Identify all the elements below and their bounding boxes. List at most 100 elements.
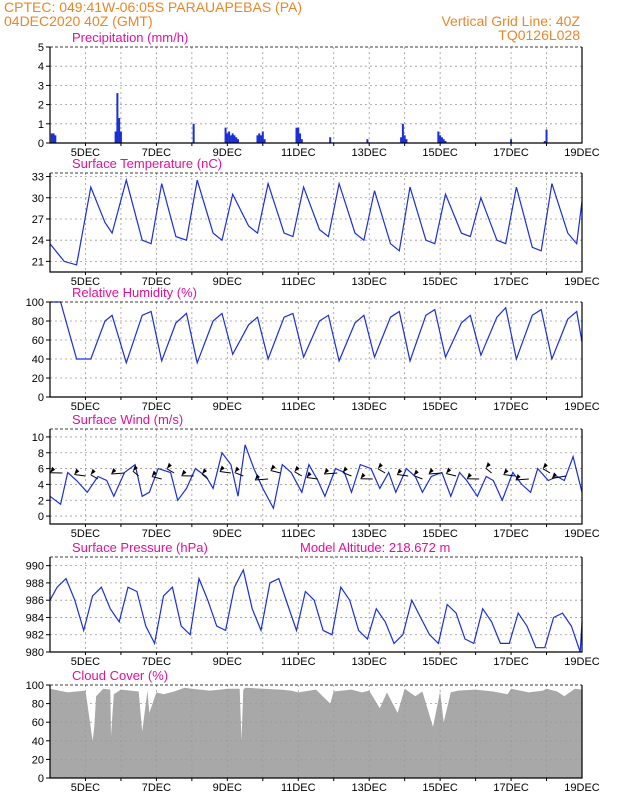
wind-arrow-shaft xyxy=(377,468,386,474)
x-tick-label: 7DEC xyxy=(142,401,171,413)
frame-sides xyxy=(49,302,583,398)
wind-arrow-head xyxy=(360,472,366,479)
x-tick-label: 9DEC xyxy=(213,656,242,668)
wind-arrow-head xyxy=(466,472,472,479)
precip-bar xyxy=(510,139,513,143)
y-tick-label: 982 xyxy=(26,630,44,642)
precip-bar xyxy=(235,137,238,143)
precip-bar xyxy=(116,93,119,143)
wind-arrow-head xyxy=(90,468,96,475)
x-tick-label: 17DEC xyxy=(493,528,529,540)
y-tick-label: 80 xyxy=(32,316,44,328)
wind-arrow-shaft xyxy=(151,475,162,480)
x-tick-label: 15DEC xyxy=(422,782,458,794)
x-tick-label: 19DEC xyxy=(564,656,600,668)
wind-arrow-shaft xyxy=(413,475,423,480)
wind-arrow-head xyxy=(324,467,330,474)
precip-bar xyxy=(52,133,55,143)
wind-arrow-head xyxy=(181,469,187,476)
wind-arrow-head xyxy=(202,468,208,475)
wind-arrow-head xyxy=(151,470,157,477)
frame-sides xyxy=(49,685,583,779)
precip-bar xyxy=(543,141,546,143)
x-tick-label: 11DEC xyxy=(281,276,316,288)
precip-bar xyxy=(440,137,443,143)
wind-arrow-shaft xyxy=(201,473,209,480)
y-tick-label: 100 xyxy=(26,297,44,309)
precip-bar xyxy=(299,133,302,143)
precip-bar xyxy=(224,127,227,143)
precip-bar xyxy=(437,131,440,143)
x-tick-label: 5DEC xyxy=(71,147,100,159)
x-tick-label: 15DEC xyxy=(422,656,458,668)
y-tick-label: 40 xyxy=(32,736,44,748)
y-tick-label: 0 xyxy=(38,392,44,404)
panel-title: Cloud Cover (%) xyxy=(72,668,168,683)
y-tick-label: 20 xyxy=(32,754,44,766)
wind-arrow-shaft xyxy=(485,467,492,474)
precip-bar xyxy=(400,137,403,143)
wind-arrow-shaft xyxy=(166,468,175,474)
wind-arrow-head xyxy=(542,462,548,469)
precip-bar xyxy=(297,127,300,143)
y-tick-label: 20 xyxy=(32,373,44,385)
header-grid-line: Vertical Grid Line: 40Z xyxy=(441,13,580,29)
panel-title: Surface Pressure (hPa) xyxy=(72,540,208,555)
y-tick-label: 988 xyxy=(26,578,44,590)
y-tick-label: 27 xyxy=(32,214,44,226)
wind-arrow-shaft xyxy=(132,470,139,477)
precip-bar xyxy=(329,137,332,143)
wind-arrow-shaft xyxy=(254,478,269,481)
header-date: 04DEC2020 40Z (GMT) xyxy=(4,13,153,29)
precip-bar xyxy=(118,118,121,143)
y-tick-label: 100 xyxy=(26,680,44,692)
x-tick-label: 9DEC xyxy=(213,147,242,159)
x-tick-label: 7DEC xyxy=(142,147,171,159)
wind-arrow-head xyxy=(50,466,56,473)
wind-arrow-head xyxy=(270,464,276,471)
precip-bar xyxy=(442,139,445,143)
panel-wind: 0 2 4 6 8 10 5DEC 7DEC 9DEC 11DEC 13DEC 15DEC 17DEC 1… xyxy=(32,412,600,540)
wind-arrow-head xyxy=(485,462,491,469)
y-tick-label: 980 xyxy=(26,647,44,659)
y-tick-label: 30 xyxy=(32,193,44,205)
x-tick-label: 15DEC xyxy=(422,401,458,413)
x-tick-label: 19DEC xyxy=(564,528,600,540)
x-tick-label: 15DEC xyxy=(422,276,458,288)
wind-arrow-head xyxy=(294,465,300,472)
x-tick-label: 11DEC xyxy=(281,656,316,668)
y-tick-label: 984 xyxy=(26,612,44,624)
x-tick-label: 13DEC xyxy=(351,782,387,794)
y-tick-label: 0 xyxy=(38,773,44,785)
precip-bar xyxy=(233,135,236,143)
precip-bar xyxy=(545,129,548,143)
panel-title: Relative Humidity (%) xyxy=(72,285,197,300)
cloud-area xyxy=(50,687,582,778)
precip-bar xyxy=(258,133,261,143)
header-model: TQ0126L028 xyxy=(498,27,580,43)
wind-arrow-shaft xyxy=(551,475,567,479)
wind-arrow-head xyxy=(446,467,452,474)
frame-sides xyxy=(49,557,583,653)
precip-bar xyxy=(260,135,263,143)
x-tick-label: 13DEC xyxy=(351,147,387,159)
y-tick-label: 60 xyxy=(32,717,44,729)
wind-arrow-head xyxy=(515,473,521,480)
wind-arrow-shaft xyxy=(306,477,318,480)
precip-bar xyxy=(401,123,404,143)
x-tick-label: 7DEC xyxy=(142,276,171,288)
x-tick-label: 19DEC xyxy=(564,276,600,288)
y-tick-label: 990 xyxy=(26,561,44,573)
wind-arrow-head xyxy=(428,467,434,474)
precip-bar xyxy=(228,131,231,143)
precip-bar xyxy=(444,141,447,143)
y-tick-label: 3 xyxy=(38,80,44,92)
precip-bar xyxy=(119,131,122,143)
x-tick-label: 19DEC xyxy=(564,782,600,794)
x-tick-label: 7DEC xyxy=(142,528,171,540)
wind-arrow-head xyxy=(74,468,80,475)
wind-arrow-head xyxy=(342,466,348,473)
x-tick-label: 5DEC xyxy=(71,656,100,668)
frame-sides xyxy=(49,47,583,144)
